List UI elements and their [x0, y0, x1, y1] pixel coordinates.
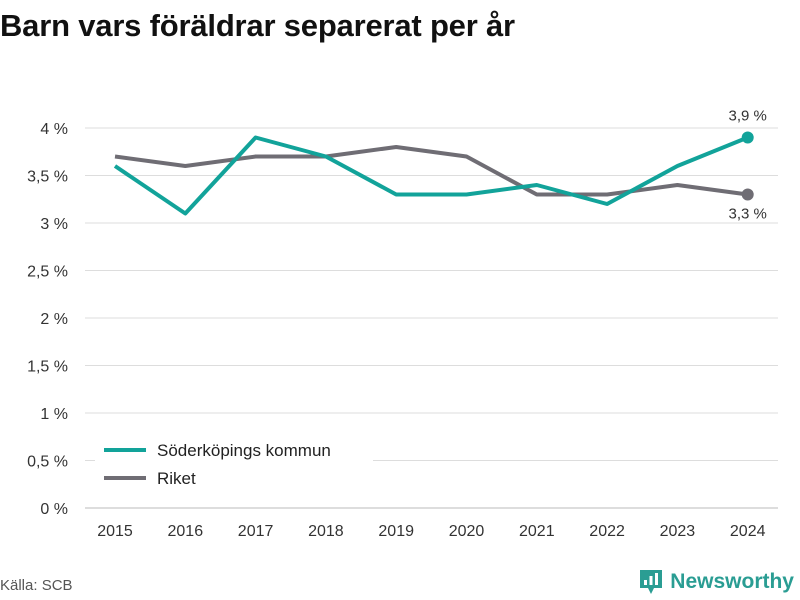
x-tick-label: 2019	[378, 523, 414, 540]
series-end-point	[741, 131, 754, 144]
end-labels: 3,9 % 3,3 %	[729, 108, 767, 223]
x-tick-label: 2024	[730, 523, 766, 540]
chart-title: Barn vars föräldrar separerat per år	[0, 8, 515, 43]
y-tick-label: 3,5 %	[27, 169, 68, 186]
y-tick-label: 4 %	[40, 121, 68, 138]
legend: Söderköpings kommun Riket	[95, 436, 373, 494]
series-line	[114, 145, 748, 197]
newsworthy-logo-icon	[640, 570, 663, 594]
x-tick-label: 2016	[168, 523, 204, 540]
legend-label: Riket	[157, 469, 196, 488]
grid-lines	[85, 127, 778, 509]
series-line	[113, 135, 749, 216]
brand-logo[interactable]: Newsworthy	[638, 568, 794, 596]
y-tick-label: 3 %	[40, 216, 68, 233]
x-tick-label: 2022	[589, 523, 625, 540]
y-tick-label: 2 %	[40, 311, 68, 328]
x-axis-tick-labels: 2015 2016 2017 2018 2019 2020 2021 2022 2023 2024	[97, 523, 765, 540]
legend-background	[95, 436, 373, 494]
legend-label: Söderköpings kommun	[157, 441, 331, 460]
y-tick-label: 1 %	[40, 406, 68, 423]
source-note: Källa: SCB	[0, 577, 73, 594]
series-end-point	[741, 188, 754, 201]
brand-name: Newsworthy	[670, 570, 794, 593]
end-value-label: 3,3 %	[729, 206, 767, 223]
x-tick-label: 2020	[449, 523, 485, 540]
y-tick-label: 2,5 %	[27, 264, 68, 281]
x-tick-label: 2023	[660, 523, 696, 540]
y-tick-label: 1,5 %	[27, 359, 68, 376]
series-lines	[113, 131, 754, 216]
y-tick-label: 0,5 %	[27, 454, 68, 471]
x-tick-label: 2021	[519, 523, 555, 540]
y-axis-tick-labels: 0 % 0,5 % 1 % 1,5 % 2 % 2,5 % 3 % 3,5 % 4 %	[27, 121, 68, 518]
x-tick-label: 2018	[308, 523, 344, 540]
x-tick-label: 2015	[97, 523, 133, 540]
end-value-label: 3,9 %	[729, 108, 767, 125]
y-tick-label: 0 %	[40, 501, 68, 518]
x-tick-label: 2017	[238, 523, 274, 540]
